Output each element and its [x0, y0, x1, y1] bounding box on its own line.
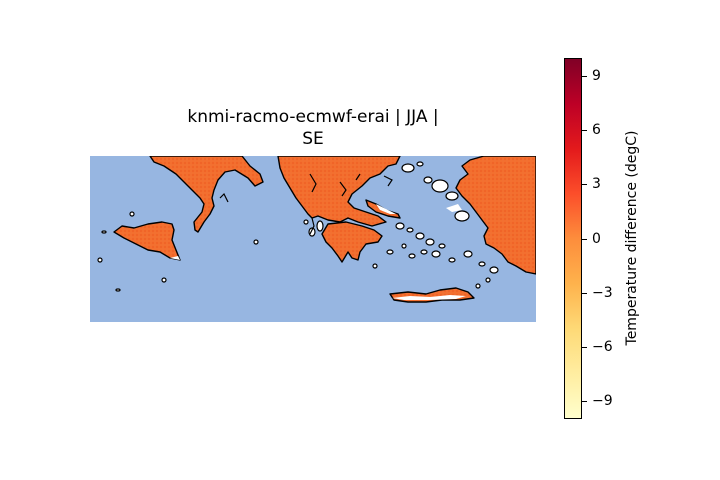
colorbar-tick-label: 6	[592, 122, 601, 139]
map-title: knmi-racmo-ecmwf-erai | JJA | SE	[90, 106, 536, 150]
colorbar-label: Temperature difference (degC)	[624, 130, 640, 346]
land-peloponnese	[321, 221, 383, 263]
colorbar-tick	[582, 346, 587, 348]
colorbar	[564, 58, 582, 419]
colorbar-tick-label: −6	[592, 338, 613, 355]
land-missing-white	[170, 204, 466, 300]
coastline-details	[219, 173, 393, 235]
colorbar-tick-label: 9	[592, 68, 601, 85]
colorbar-tick	[582, 292, 587, 294]
colorbar-tick-label: 0	[592, 230, 601, 247]
map-title-line2: SE	[302, 129, 324, 149]
colorbar-tick-label: −3	[592, 284, 613, 301]
map-panel	[90, 156, 536, 322]
colorbar-tick	[582, 238, 587, 240]
land-sicily	[113, 221, 181, 261]
colorbar-tick	[582, 400, 587, 402]
land-greece-mainland	[277, 156, 401, 227]
colorbar-tick	[582, 184, 587, 186]
map-svg	[90, 156, 536, 322]
land-southern-italy	[149, 156, 264, 233]
map-title-line1: knmi-racmo-ecmwf-erai | JJA |	[187, 107, 439, 127]
colorbar-tick-label: 3	[592, 176, 601, 193]
colorbar-tick-label: −9	[592, 392, 613, 409]
colorbar-tick	[582, 130, 587, 132]
colorbar-tick	[582, 76, 587, 78]
land-turkey	[455, 156, 536, 275]
